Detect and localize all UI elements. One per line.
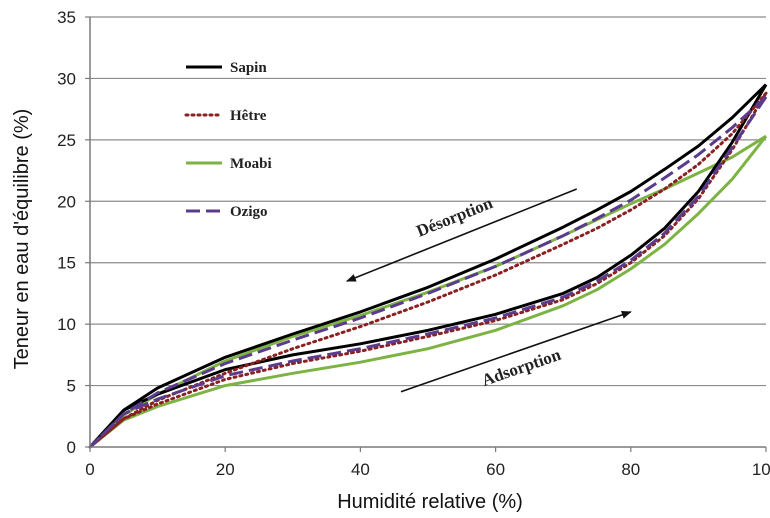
tick-labels: 0 5 10 15 20 25 30 35 0 20 40 60 80 100: [57, 8, 770, 479]
grid-lines: [90, 16, 766, 387]
y-tick-label: 10: [57, 315, 76, 334]
x-axis-title: Humidité relative (%): [337, 491, 523, 513]
series-lines: [88, 83, 768, 449]
x-tick-label: 20: [216, 460, 235, 479]
axes: [85, 16, 767, 452]
annotation-label-d-sorption: Désorption: [414, 193, 496, 241]
series-sapin-desorption-line: [88, 83, 768, 449]
y-tick-label: 20: [57, 192, 76, 211]
y-tick-label: 25: [57, 131, 76, 150]
y-tick-label: 15: [57, 254, 76, 273]
legend-label-h-tre: Hêtre: [230, 108, 267, 124]
series-h-tre-desorption-line: [88, 91, 768, 449]
annotation-label-adsorption: Adsorption: [479, 345, 563, 390]
annotations: Désorption Adsorption: [345, 188, 632, 393]
series-ozigo-adsorption-line: [88, 96, 768, 449]
legend-label-ozigo: Ozigo: [230, 204, 268, 220]
series-h-tre-adsorption-line: [88, 91, 768, 449]
series-sapin-adsorption-line: [88, 83, 768, 449]
annotation-arrow-0: [345, 188, 578, 282]
series-moabi-adsorption-line: [89, 135, 768, 449]
x-tick-label: 0: [85, 460, 94, 479]
y-tick-label: 0: [67, 438, 76, 457]
series-moabi-desorption-line: [88, 134, 767, 449]
y-axis-title: Teneur en eau d'équilibre (%): [11, 109, 33, 370]
x-tick-label: 60: [486, 460, 505, 479]
legend-label-sapin: Sapin: [230, 60, 267, 76]
annotation-arrow-1: [400, 311, 632, 393]
y-tick-label: 5: [67, 377, 76, 396]
legend-label-moabi: Moabi: [230, 156, 272, 172]
series-ozigo-desorption-line: [88, 95, 768, 449]
x-tick-label: 100: [752, 460, 770, 479]
legend: Sapin Hêtre Moabi Ozigo: [184, 60, 272, 220]
y-tick-label: 30: [57, 69, 76, 88]
y-tick-label: 35: [57, 8, 76, 27]
x-tick-label: 40: [351, 460, 370, 479]
x-tick-label: 80: [621, 460, 640, 479]
